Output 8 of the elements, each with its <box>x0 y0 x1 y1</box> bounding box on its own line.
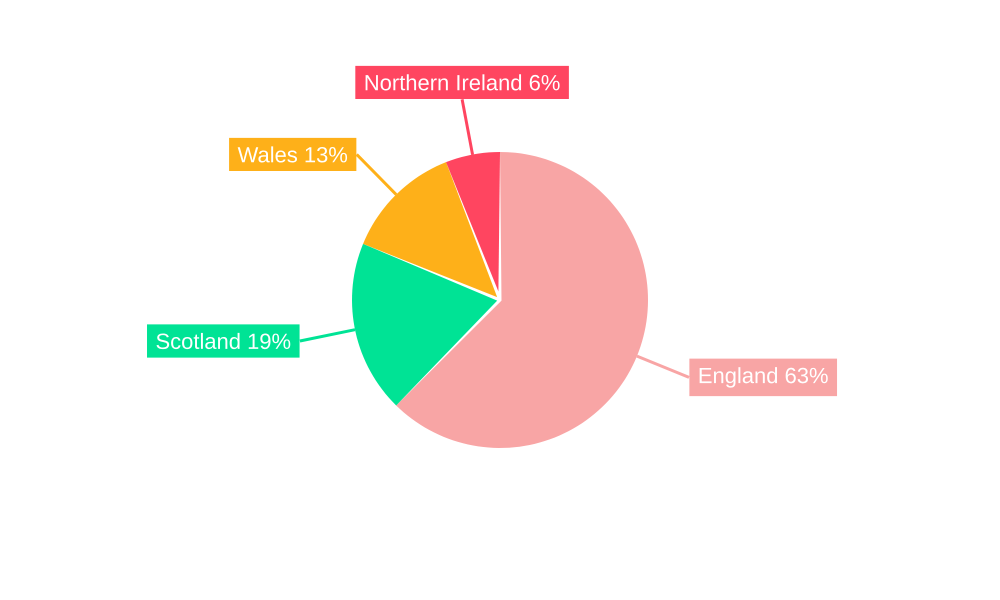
slice-label: Wales <box>238 146 298 163</box>
slice-label: England <box>700 367 778 388</box>
data-label: 13% <box>306 146 348 163</box>
data-label: 19% <box>248 334 290 350</box>
data-label: 6% <box>530 74 560 90</box>
slice-label: Scotland <box>156 332 240 350</box>
data-label: 63% <box>786 368 828 384</box>
slice-label: Northern Ireland <box>366 74 522 90</box>
